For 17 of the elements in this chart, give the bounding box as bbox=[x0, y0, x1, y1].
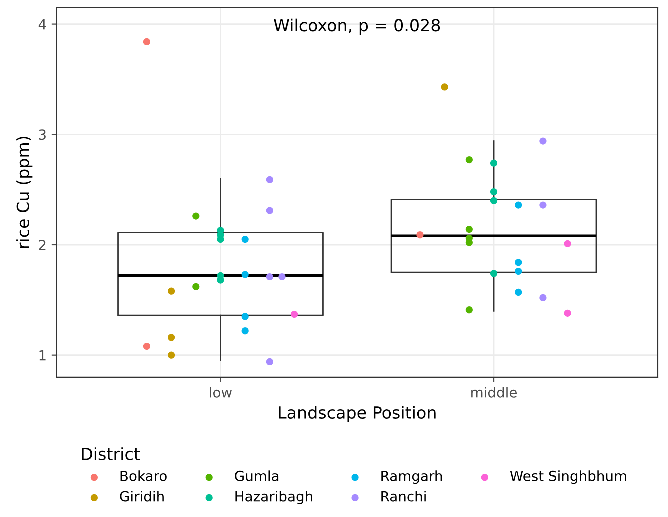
y-tick-label: 1 bbox=[40, 350, 46, 361]
y-tick-label: 2 bbox=[39, 240, 46, 250]
legend-label: Hazaribagh bbox=[236, 491, 312, 504]
x-tick-label: middle bbox=[472, 387, 517, 398]
legend-label: Ranchi bbox=[382, 491, 426, 502]
y-axis-title: rice Cu (ppm) bbox=[16, 136, 33, 248]
y-tick-label: 3 bbox=[39, 130, 46, 140]
legend-label: Ramgarh bbox=[382, 470, 442, 484]
annotation: Wilcoxon, p = 0.028 bbox=[274, 18, 440, 35]
legend-label: West Singhbhum bbox=[510, 470, 626, 484]
y-tick-label: 4 bbox=[38, 19, 46, 30]
x-axis-title: Landscape Position bbox=[279, 406, 436, 422]
legend-title: District bbox=[82, 448, 140, 460]
legend-label: Gumla bbox=[235, 470, 279, 482]
legend-label: Giridih bbox=[120, 491, 164, 502]
x-tick-label: low bbox=[210, 387, 232, 398]
legend-label: Bokaro bbox=[120, 470, 167, 482]
